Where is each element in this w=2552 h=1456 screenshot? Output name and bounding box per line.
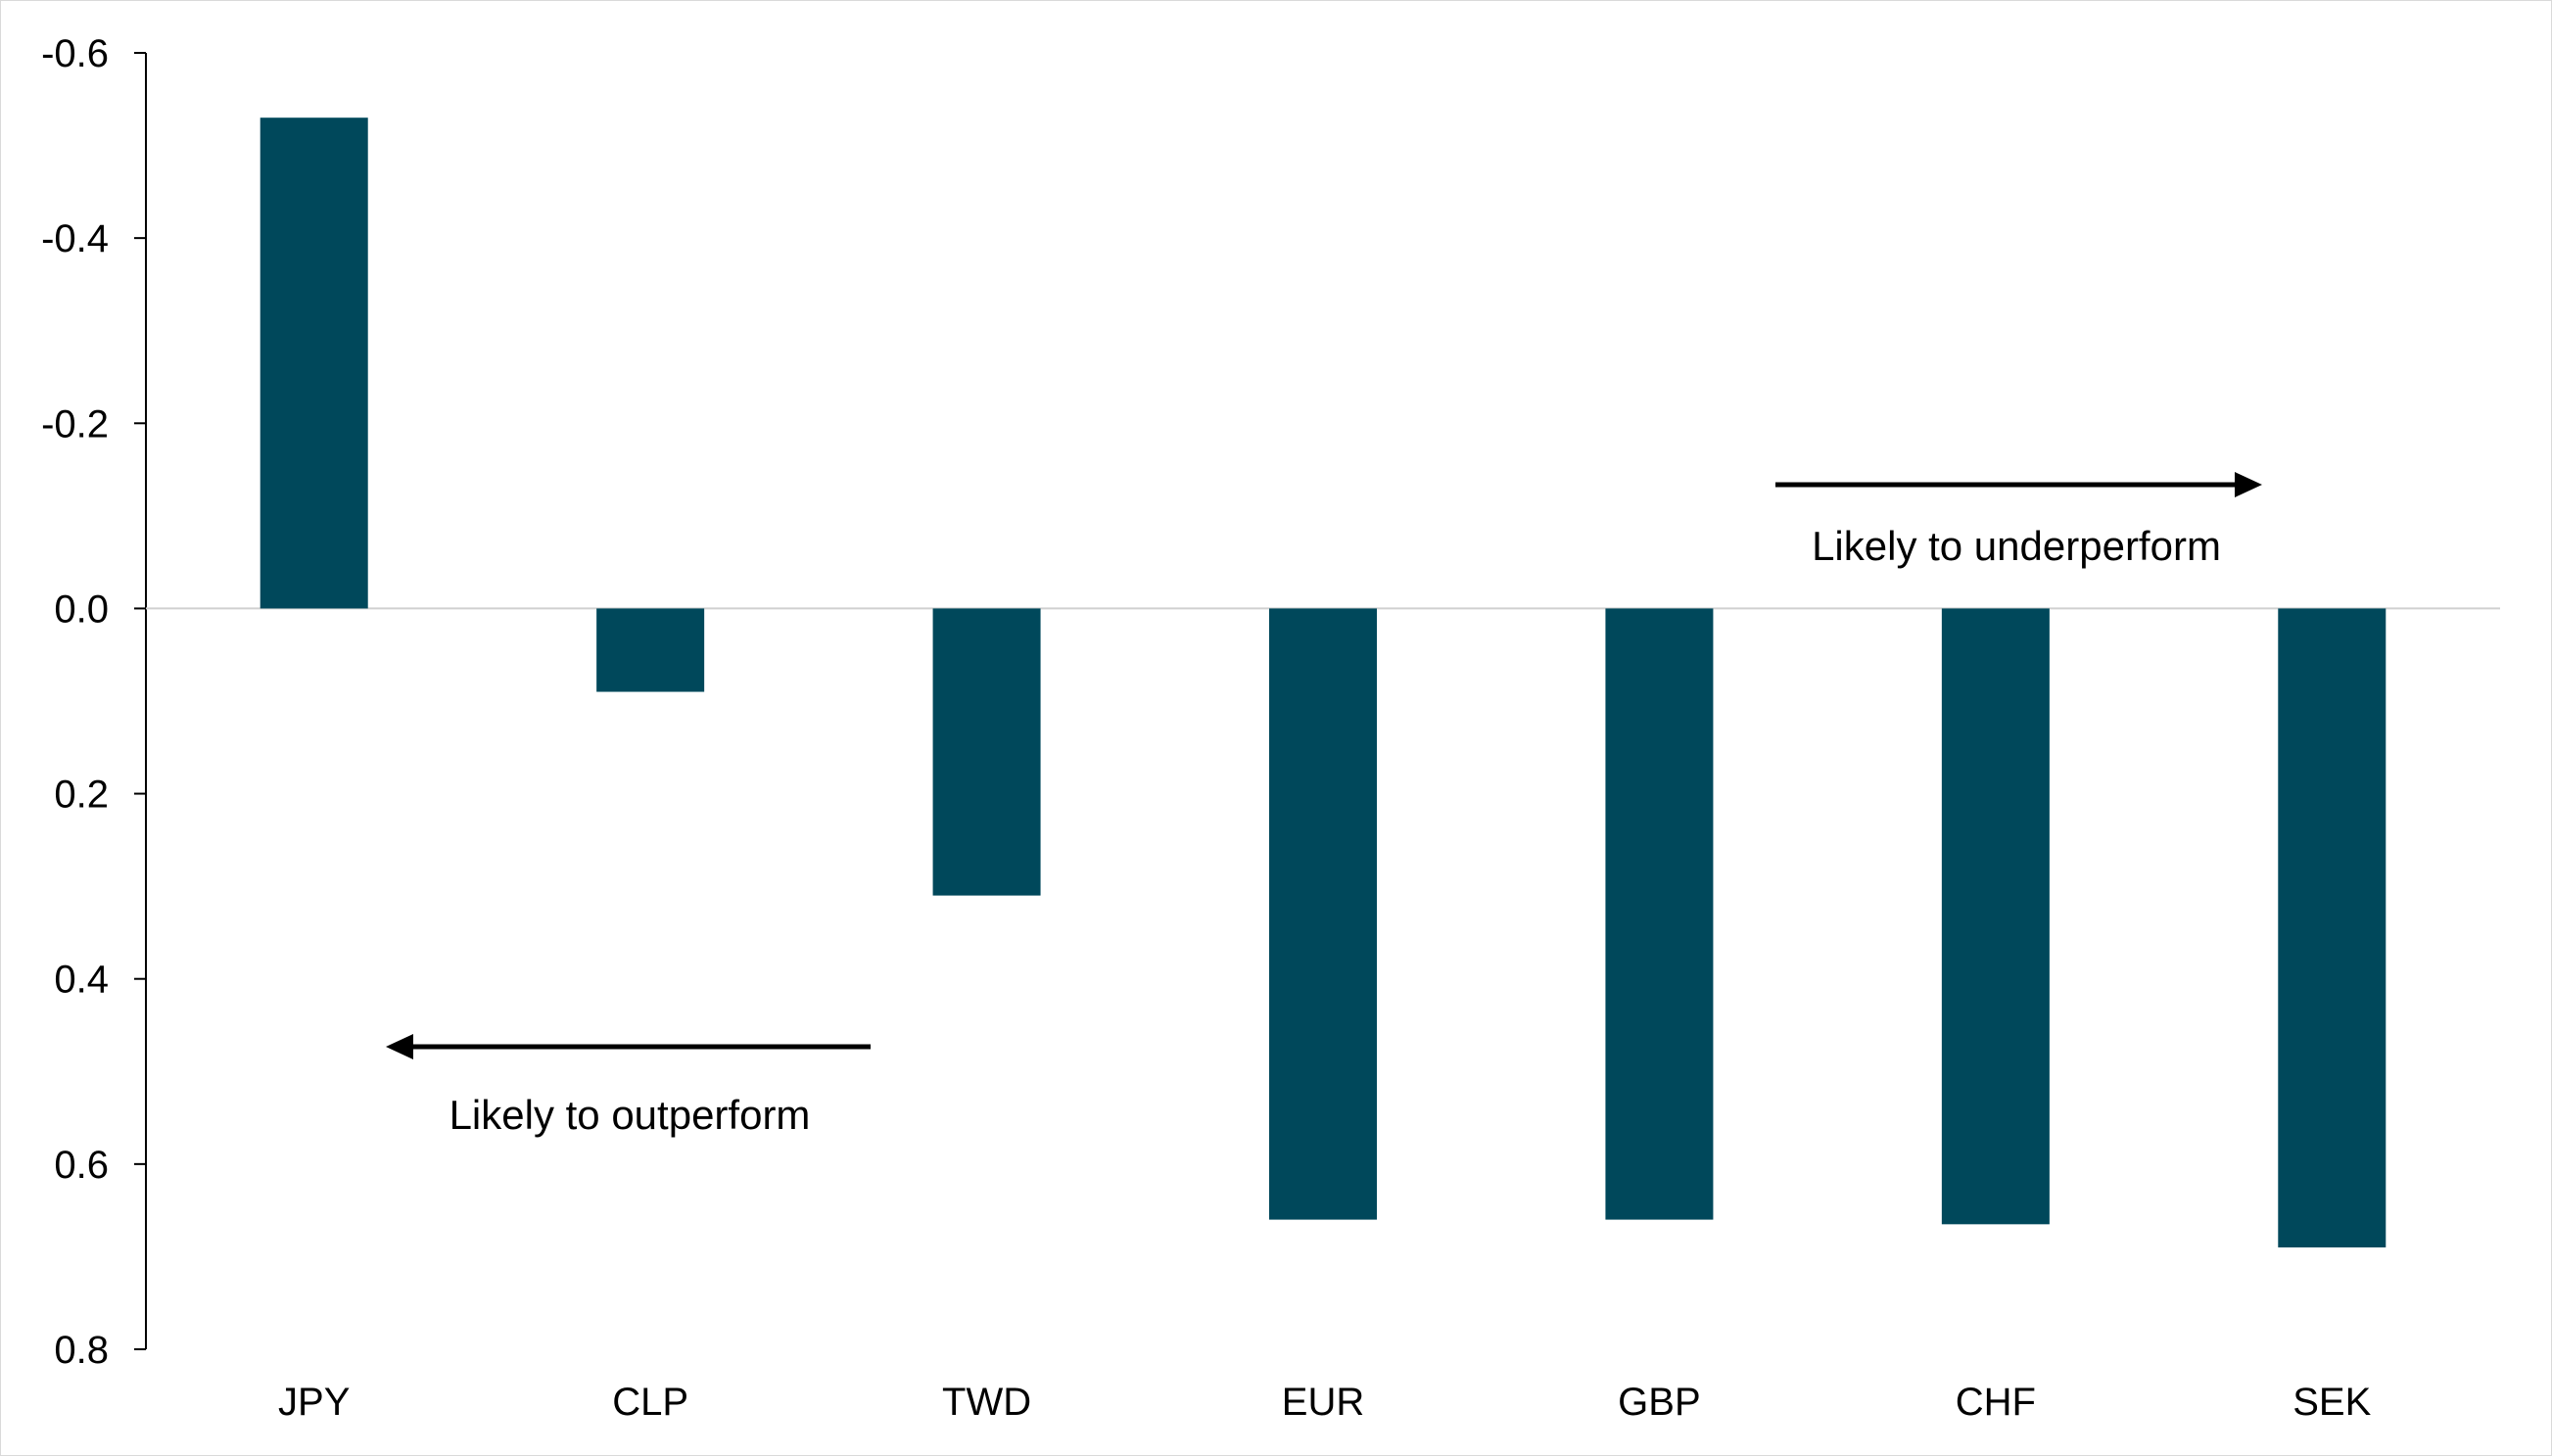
category-label-clp: CLP: [612, 1381, 688, 1424]
category-label-gbp: GBP: [1618, 1381, 1700, 1424]
underperform-label: Likely to underperform: [1812, 523, 2221, 569]
bar-gbp: [1605, 608, 1714, 1220]
underperform-arrowhead: [2235, 472, 2262, 497]
y-tick-label: 0.2: [54, 774, 109, 817]
y-tick-label: 0.4: [54, 959, 109, 1002]
bar-chf: [1941, 608, 2050, 1225]
label-layer: -0.6 -0.4 -0.2 0.0 0.2 0.4 0.6 0.8 JPY CLP TWD EUR G…: [41, 32, 2372, 1424]
bar-twd: [932, 608, 1041, 896]
category-label-sek: SEK: [2292, 1381, 2371, 1424]
category-label-twd: TWD: [942, 1381, 1031, 1424]
y-tick-label: 0.0: [54, 587, 109, 631]
y-tick-label: 0.6: [54, 1144, 109, 1187]
category-label-eur: EUR: [1282, 1381, 1364, 1424]
bar-eur: [1269, 608, 1377, 1220]
bar-sek: [2278, 608, 2387, 1247]
y-tick-label: -0.4: [41, 217, 109, 260]
category-label-chf: CHF: [1956, 1381, 2036, 1424]
bar-layer: [260, 117, 2387, 1247]
bar-clp: [596, 608, 705, 692]
outperform-label: Likely to outperform: [449, 1092, 811, 1138]
annotation-layer: Likely to outperform Likely to underperf…: [386, 472, 2262, 1138]
y-tick-label: 0.8: [54, 1329, 109, 1372]
bar-jpy: [260, 117, 368, 609]
y-tick-label: -0.2: [41, 402, 109, 446]
y-tick-label: -0.6: [41, 32, 109, 75]
outperform-arrowhead: [386, 1034, 413, 1059]
category-label-jpy: JPY: [278, 1381, 350, 1424]
